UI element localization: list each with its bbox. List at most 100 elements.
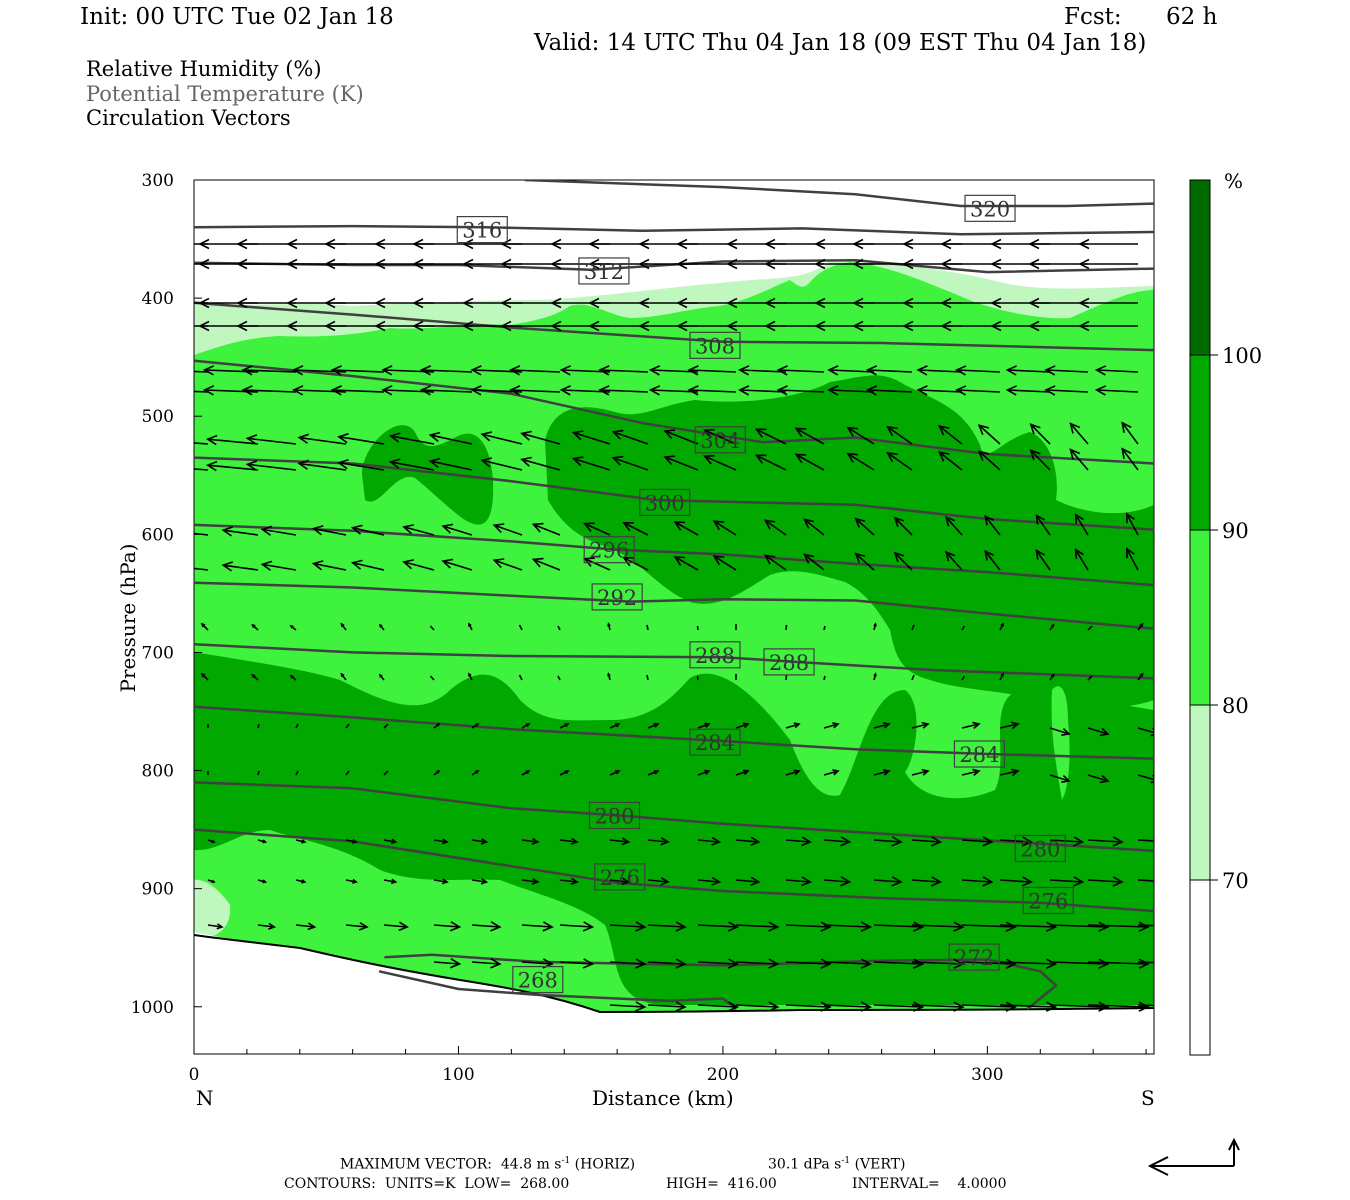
circulation-vector [735, 876, 761, 887]
circulation-vector [350, 559, 385, 571]
circulation-vector [776, 365, 825, 376]
contour-high-label: HIGH= [666, 1176, 719, 1192]
theta-contour-line [384, 953, 1058, 1011]
circulation-vector [687, 385, 737, 396]
circulation-vector [607, 622, 611, 631]
circulation-vector [531, 557, 561, 571]
circulation-vector [205, 460, 259, 472]
theta-label-box [588, 801, 641, 830]
colorbar-unit: % [1224, 169, 1243, 193]
circulation-vector [763, 519, 787, 536]
circulation-vector [557, 675, 561, 681]
circulation-vector [1078, 297, 1138, 309]
circulation-vector [509, 385, 561, 396]
circulation-vector [221, 561, 259, 572]
circulation-vector [827, 385, 875, 396]
circulation-vector [647, 722, 660, 729]
theta-label-box [953, 740, 1006, 768]
circulation-vector [648, 365, 699, 376]
circulation-vector [471, 921, 502, 932]
x-axis-north: N [196, 1086, 214, 1110]
contour-interval: 4.0000 [957, 1176, 1007, 1192]
circulation-vector [257, 922, 277, 930]
reference-vector-icon [1147, 1137, 1240, 1176]
theta-label: 300 [645, 491, 685, 515]
axes: 300 400 500 600 700 800 900 1000 0 100 200 300 [131, 171, 1147, 1085]
circulation-vector [977, 424, 1001, 445]
theta-label-box [1022, 886, 1074, 915]
circulation-vector [345, 921, 369, 931]
circulation-vector [419, 365, 473, 376]
circulation-vector [583, 522, 611, 536]
y-tick-label: 600 [142, 525, 174, 545]
theta-label: 276 [600, 866, 640, 890]
circulation-vector [241, 365, 297, 376]
circulation-vector [1087, 727, 1110, 737]
circulation-vector [345, 770, 350, 776]
valid-time: Valid: 14 UTC Thu 04 Jan 18 (09 EST Thu … [534, 30, 1147, 56]
circulation-vector [289, 624, 297, 631]
circulation-vector [598, 385, 649, 396]
contour-units: UNITS=K [384, 1176, 456, 1192]
circulation-vector [673, 521, 699, 536]
circulation-vector [1078, 320, 1138, 332]
circulation-vector [345, 838, 358, 844]
circulation-vector [468, 672, 473, 681]
circulation-vector [1121, 421, 1139, 445]
circulation-vector [350, 524, 385, 536]
circulation-vector [518, 674, 523, 681]
circulation-vector [977, 450, 1001, 471]
circulation-vector [518, 624, 523, 631]
circulation-vector [647, 769, 660, 776]
colorbar-tick-label: 70 [1222, 869, 1249, 893]
circulation-vector [648, 385, 699, 396]
contour-low: 268.00 [520, 1176, 570, 1192]
circulation-vector [961, 625, 966, 631]
circulation-vector [961, 921, 1017, 932]
circulation-vector [785, 722, 801, 729]
circulation-vector [735, 958, 780, 969]
theta-label: 312 [584, 260, 624, 284]
circulation-vector [696, 675, 699, 681]
circulation-vector [609, 921, 647, 932]
circulation-vector [311, 525, 347, 536]
circulation-vector [429, 675, 435, 681]
circulation-vector [1049, 673, 1055, 681]
circulation-vector [785, 958, 832, 969]
theta-label: 276 [1028, 889, 1068, 913]
circulation-vector [520, 456, 561, 471]
circulation-vector [646, 624, 649, 631]
circulation-vector [520, 430, 561, 445]
circulation-vector [754, 428, 787, 445]
contour-interval-line: INTERVAL= 4.0000 [852, 1176, 1007, 1192]
circulation-vector [712, 555, 737, 571]
circulation-vector [202, 385, 259, 396]
theta-label: 284 [695, 731, 735, 755]
circulation-vector [245, 434, 297, 445]
circulation-vector [961, 721, 981, 729]
circulation-vector [1137, 672, 1144, 681]
circulation-vector [647, 1001, 687, 1012]
theta-contour-line [194, 523, 1154, 587]
circulation-vector [886, 425, 913, 445]
contour-high: 416.00 [727, 1176, 777, 1192]
circulation-vector [911, 721, 930, 729]
theta-contours [194, 180, 1154, 1011]
circulation-vector [854, 517, 875, 536]
circulation-vector [509, 365, 561, 376]
theta-label-box [639, 488, 691, 517]
circulation-vector [785, 624, 788, 631]
circulation-vector [622, 522, 649, 536]
circulation-vector [340, 622, 347, 631]
max-vector-horiz-value: 44.8 [500, 1156, 533, 1173]
circulation-vector [712, 520, 737, 536]
circulation-vector [738, 365, 787, 376]
circulation-vector [1137, 879, 1154, 882]
circulation-vector [260, 525, 297, 536]
theta-label-box [763, 648, 815, 676]
circulation-vector [559, 958, 595, 969]
circulation-vector [911, 876, 943, 887]
theta-contour-line [378, 970, 737, 1011]
circulation-vector [471, 958, 502, 969]
max-vector-horiz-exp: -1 [561, 1156, 571, 1166]
